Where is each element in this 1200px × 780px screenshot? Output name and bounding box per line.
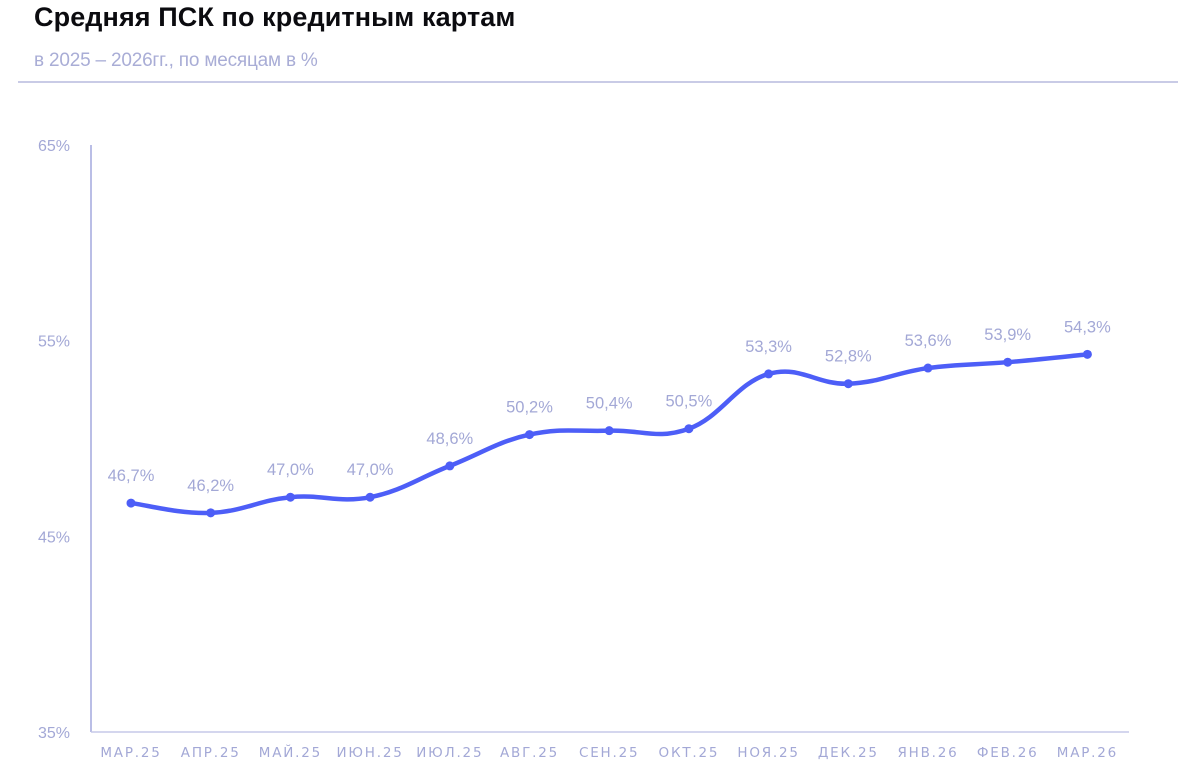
data-point bbox=[365, 492, 375, 502]
data-label: 46,2% bbox=[187, 477, 234, 495]
data-label: 47,0% bbox=[267, 461, 314, 479]
x-tick-label: АПР.25 bbox=[181, 745, 241, 761]
y-tick-label: 65% bbox=[38, 138, 70, 155]
data-point bbox=[126, 498, 136, 508]
data-point bbox=[843, 379, 853, 389]
data-point bbox=[604, 426, 614, 436]
data-label: 53,6% bbox=[905, 332, 952, 350]
x-tick-label: СЕН.25 bbox=[579, 745, 639, 761]
data-label: 46,7% bbox=[108, 467, 155, 485]
data-label: 54,3% bbox=[1064, 318, 1111, 336]
x-tick-label: ИЮЛ.25 bbox=[416, 745, 483, 761]
data-label: 50,5% bbox=[666, 393, 713, 411]
chart-title: Средняя ПСК по кредитным картам bbox=[34, 2, 516, 32]
x-tick-label: ОКТ.25 bbox=[659, 745, 720, 761]
x-tick-label: МАЙ.25 bbox=[259, 743, 322, 761]
x-tick-label: АВГ.25 bbox=[500, 745, 559, 761]
x-axis: МАР.25 АПР.25 МАЙ.25 ИЮН.25 ИЮЛ.25 АВГ.25 СЕН.… bbox=[91, 731, 1129, 761]
y-tick-label: 35% bbox=[38, 725, 70, 742]
chart-subtitle: в 2025 – 2026гг., по месяцам в % bbox=[34, 50, 318, 71]
data-point bbox=[1003, 357, 1013, 367]
x-tick-label: МАР.25 bbox=[100, 745, 161, 761]
header-divider bbox=[18, 81, 1178, 83]
data-label: 53,9% bbox=[984, 326, 1031, 344]
y-tick-label: 45% bbox=[38, 529, 70, 546]
data-series: 46,7% 46,2% 47,0% 47,0% 48,6% 50,2% 50,4% 50,5%… bbox=[108, 318, 1111, 518]
data-point bbox=[525, 430, 534, 440]
data-point bbox=[285, 492, 295, 502]
data-label: 50,2% bbox=[506, 399, 553, 417]
data-label: 53,3% bbox=[745, 338, 792, 356]
data-point bbox=[445, 461, 455, 471]
data-label: 48,6% bbox=[426, 430, 473, 448]
y-tick-label: 55% bbox=[38, 334, 70, 351]
data-label: 50,4% bbox=[586, 395, 633, 413]
x-tick-label: ДЕК.25 bbox=[818, 745, 879, 761]
data-point bbox=[206, 508, 216, 518]
data-label: 52,8% bbox=[825, 348, 872, 366]
x-tick-label: ЯНВ.26 bbox=[897, 745, 958, 761]
x-tick-label: МАР.26 bbox=[1057, 745, 1118, 761]
x-tick-label: ИЮН.25 bbox=[337, 745, 404, 761]
data-point bbox=[1082, 349, 1092, 359]
data-point bbox=[684, 424, 694, 434]
x-tick-label: ФЕВ.26 bbox=[977, 745, 1039, 761]
data-label: 47,0% bbox=[347, 461, 394, 479]
y-axis: 35% 45% 55% 65% bbox=[38, 138, 92, 742]
x-tick-label: НОЯ.25 bbox=[737, 745, 799, 761]
data-point bbox=[923, 363, 933, 373]
data-point bbox=[764, 369, 774, 379]
